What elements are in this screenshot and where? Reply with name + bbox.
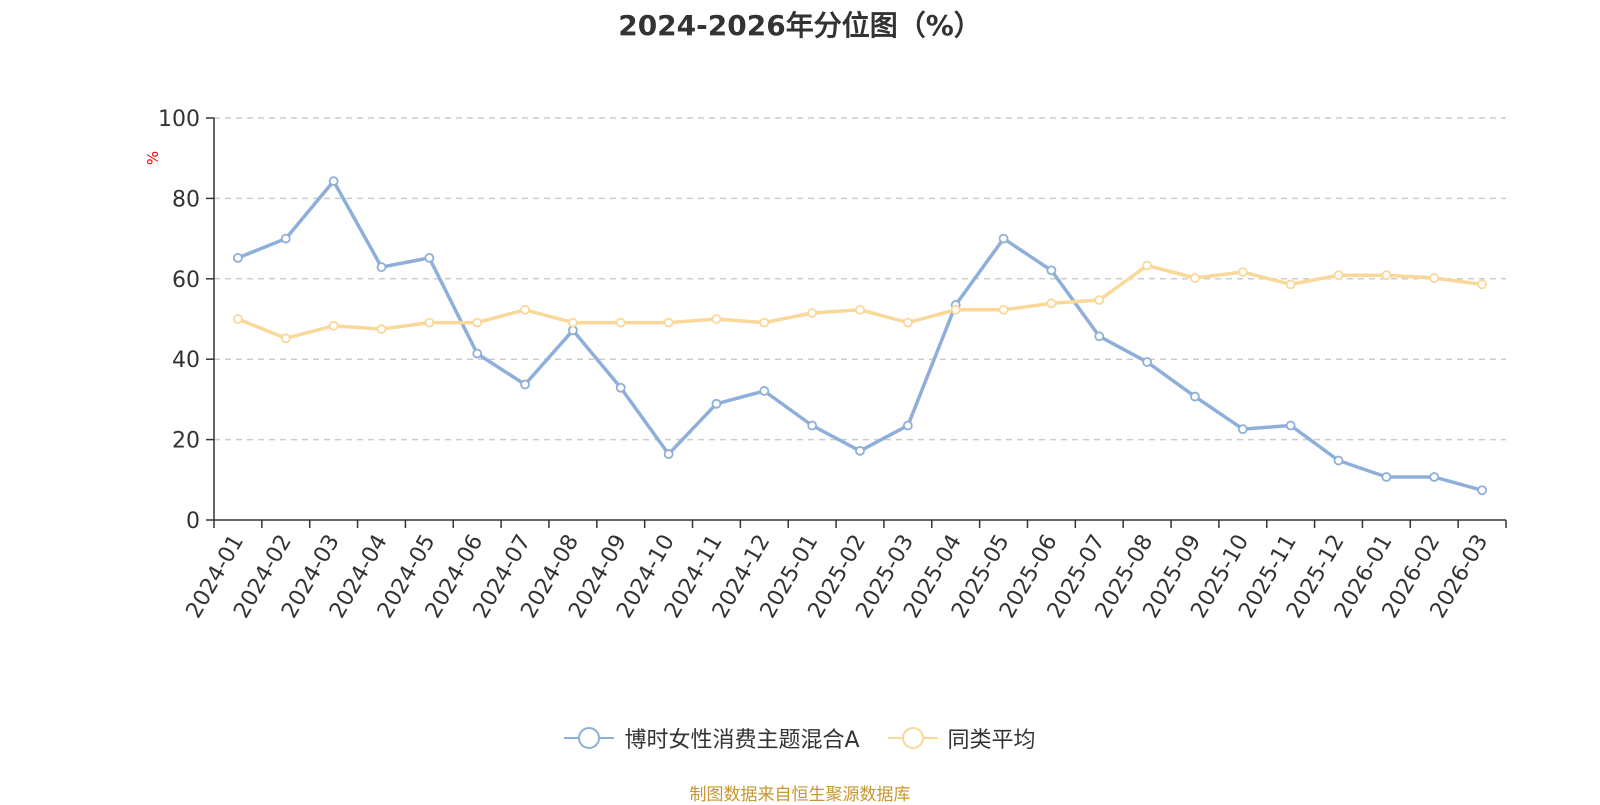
data-point-series-1 xyxy=(902,420,913,431)
data-point-series-2 xyxy=(233,314,243,324)
data-point-series-2 xyxy=(998,304,1009,315)
data-point-series-2 xyxy=(615,317,626,328)
data-point-series-2 xyxy=(1142,260,1153,271)
data-point-series-1 xyxy=(472,348,483,359)
data-point-series-2 xyxy=(472,317,483,328)
data-point-series-2 xyxy=(1237,267,1248,277)
data-point-series-2 xyxy=(376,324,387,334)
y-tick-label: 60 xyxy=(172,268,200,293)
legend-line-circle-icon xyxy=(887,727,938,749)
data-point-series-1 xyxy=(1190,391,1200,402)
data-point-series-2 xyxy=(1429,273,1440,283)
data-point-series-1 xyxy=(520,379,530,390)
legend-item-series-1[interactable]: 博时女性消费主题混合A xyxy=(564,722,860,754)
data-point-series-2 xyxy=(1285,279,1296,290)
legend-label-series-2: 同类平均 xyxy=(947,728,1036,753)
data-point-series-1 xyxy=(1046,265,1057,276)
y-tick-label: 20 xyxy=(172,429,200,454)
data-point-series-1 xyxy=(663,449,674,459)
data-point-series-1 xyxy=(1429,472,1440,482)
data-point-series-2 xyxy=(424,317,435,328)
data-point-series-2 xyxy=(1333,270,1344,281)
data-point-series-1 xyxy=(615,382,626,393)
data-point-series-2 xyxy=(1477,279,1487,290)
legend-label-series-1: 博时女性消费主题混合A xyxy=(624,728,860,753)
y-tick-label: 40 xyxy=(172,348,200,373)
data-point-series-1 xyxy=(424,252,435,263)
y-tick-label: 100 xyxy=(158,107,200,132)
legend: 博时女性消费主题混合A 同类平均 xyxy=(0,722,1600,754)
series-line-1 xyxy=(237,179,1483,492)
data-point-series-2 xyxy=(328,320,339,331)
data-point-series-2 xyxy=(902,317,913,328)
legend-line-circle-icon xyxy=(564,727,615,749)
data-point-series-1 xyxy=(1237,424,1248,435)
data-point-series-1 xyxy=(1477,485,1487,496)
data-point-series-2 xyxy=(807,308,818,318)
data-point-series-1 xyxy=(1333,455,1344,466)
data-point-series-1 xyxy=(1094,331,1105,342)
data-point-series-1 xyxy=(233,252,243,263)
data-point-series-1 xyxy=(998,233,1009,244)
data-point-series-2 xyxy=(950,304,961,315)
data-point-series-2 xyxy=(759,317,770,328)
data-point-series-2 xyxy=(280,333,291,344)
source-note: 制图数据来自恒生聚源数据库 xyxy=(689,785,911,805)
data-point-series-1 xyxy=(328,176,339,187)
data-point-series-1 xyxy=(1285,420,1296,431)
data-point-series-1 xyxy=(759,386,770,396)
data-point-series-2 xyxy=(711,314,722,324)
data-point-series-1 xyxy=(376,262,387,273)
y-axis-label: % xyxy=(144,151,162,165)
y-tick-label: 80 xyxy=(172,187,200,212)
data-point-series-2 xyxy=(1190,273,1200,283)
data-point-series-2 xyxy=(520,304,530,315)
data-point-series-1 xyxy=(280,233,291,244)
data-point-series-1 xyxy=(855,445,865,456)
data-point-series-2 xyxy=(855,304,865,315)
series-line-2 xyxy=(237,263,1483,341)
legend-item-series-2[interactable]: 同类平均 xyxy=(887,722,1036,754)
data-point-series-1 xyxy=(711,398,722,409)
data-point-series-2 xyxy=(663,317,674,328)
data-point-series-1 xyxy=(1142,357,1153,367)
data-point-series-2 xyxy=(1381,270,1392,281)
data-point-series-2 xyxy=(1046,298,1057,309)
data-point-series-1 xyxy=(807,420,818,431)
data-point-series-1 xyxy=(1381,472,1392,482)
data-point-series-2 xyxy=(1094,295,1105,306)
data-point-series-2 xyxy=(567,317,578,328)
chart-title: 2024-2026年分位图（%） xyxy=(618,9,982,42)
y-tick-label: 0 xyxy=(186,509,200,534)
